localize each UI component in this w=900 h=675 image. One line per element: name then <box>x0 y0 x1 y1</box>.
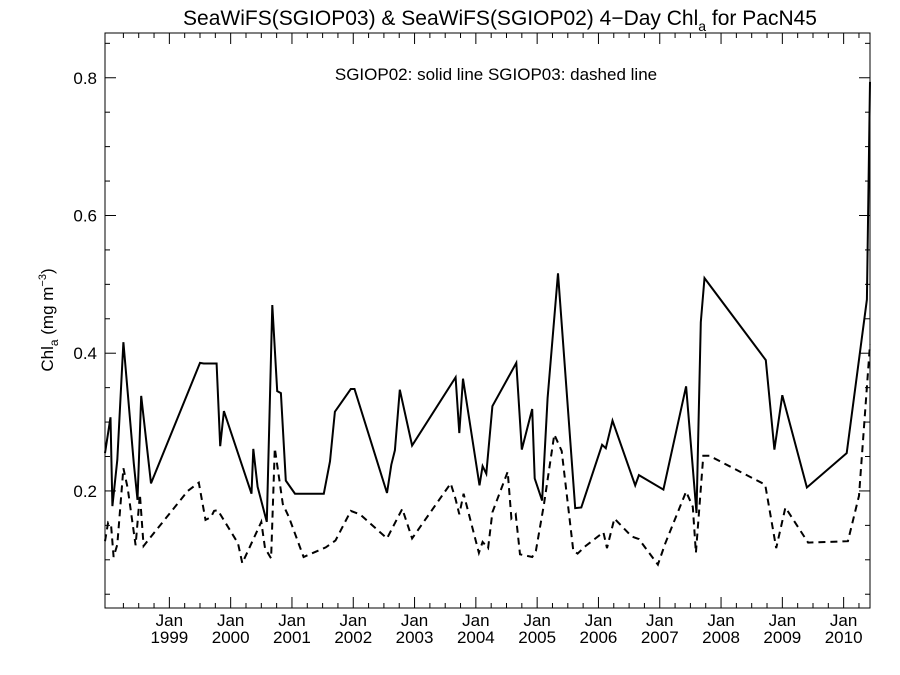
x-tick-label-month: Jan <box>217 611 244 630</box>
x-tick-label-year: 2005 <box>518 628 556 647</box>
series-group <box>104 81 871 567</box>
x-tick-label-year: 2008 <box>702 628 740 647</box>
x-tick-label-month: Jan <box>707 611 734 630</box>
x-tick-label-year: 2010 <box>825 628 863 647</box>
axes-group <box>104 32 871 609</box>
series-line-solid <box>104 81 871 523</box>
chart-title-tail: for PacN45 <box>706 7 817 30</box>
x-tick-label-year: 2009 <box>763 628 801 647</box>
x-tick-label-year: 2007 <box>641 628 679 647</box>
x-tick-label-year: 2001 <box>273 628 311 647</box>
x-tick-label-year: 2006 <box>580 628 618 647</box>
y-axis-label: Chla (mg m−3) <box>37 268 61 371</box>
chart-title: SeaWiFS(SGIOP03) & SeaWiFS(SGIOP02) 4−Da… <box>183 7 817 34</box>
y-axis-label-close: ) <box>38 268 57 274</box>
y-tick-label: 0.8 <box>73 69 97 88</box>
x-tick-label-month: Jan <box>340 611 367 630</box>
x-tick-label-month: Jan <box>278 611 305 630</box>
chart-title-subscript: a <box>698 18 706 34</box>
x-ticks-group: Jan1999Jan2000Jan2001Jan2002Jan2003Jan20… <box>150 33 863 647</box>
x-tick-label-year: 2003 <box>396 628 434 647</box>
x-tick-label-year: 2004 <box>457 628 495 647</box>
y-axis-label-superscript: −3 <box>37 274 49 287</box>
y-tick-label: 0.6 <box>73 206 97 225</box>
y-tick-label: 0.2 <box>73 482 97 501</box>
x-tick-label-year: 1999 <box>150 628 188 647</box>
x-tick-label-month: Jan <box>585 611 612 630</box>
x-tick-label-month: Jan <box>156 611 183 630</box>
y-axis-label-main: Chl <box>38 346 57 372</box>
x-tick-label-month: Jan <box>646 611 673 630</box>
x-tick-label-month: Jan <box>401 611 428 630</box>
y-ticks-group: 0.2 0.4 0.6 0.8 <box>73 69 870 501</box>
chart-title-main: SeaWiFS(SGIOP03) & SeaWiFS(SGIOP02) 4−Da… <box>183 7 698 30</box>
legend-text: SGIOP02: solid line SGIOP03: dashed line <box>335 65 657 84</box>
y-axis-label-subscript: a <box>47 339 61 346</box>
x-tick-label-month: Jan <box>462 611 489 630</box>
y-tick-label: 0.4 <box>73 344 97 363</box>
plot-frame <box>104 32 871 609</box>
x-tick-label-month: Jan <box>769 611 796 630</box>
series-line-dashed <box>104 344 871 567</box>
x-tick-label-month: Jan <box>523 611 550 630</box>
x-tick-label-month: Jan <box>830 611 857 630</box>
x-tick-label-year: 2000 <box>212 628 250 647</box>
x-tick-label-year: 2002 <box>334 628 372 647</box>
y-axis-label-units: (mg m <box>38 287 57 340</box>
